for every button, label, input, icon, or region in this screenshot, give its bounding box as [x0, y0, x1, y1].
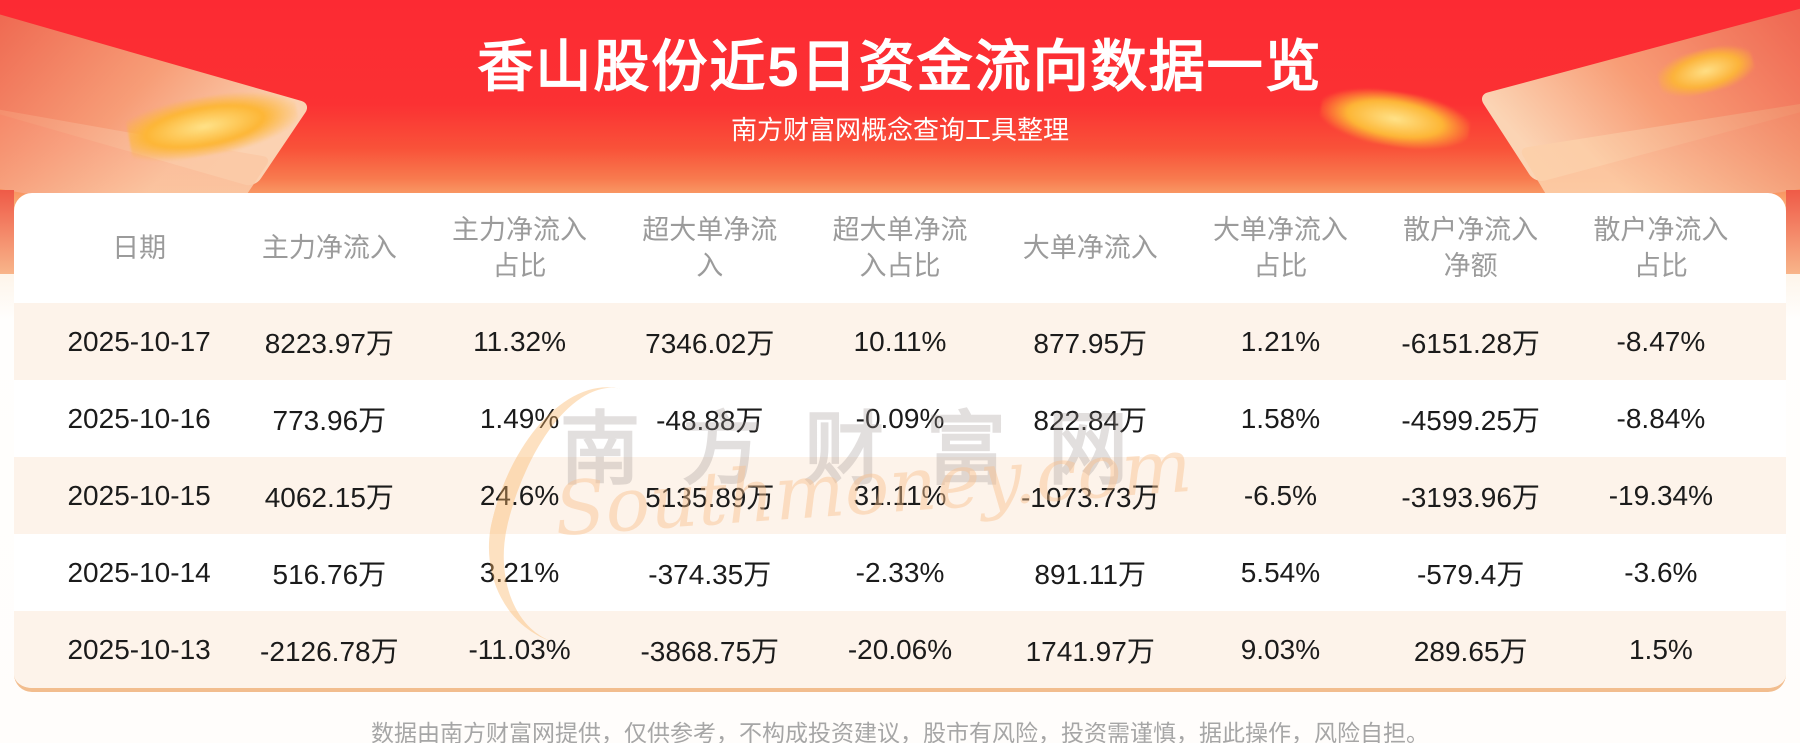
date-cell: 2025-10-16	[67, 402, 211, 434]
date-cell: 2025-10-15	[67, 479, 211, 511]
page-title: 香山股份近5日资金流向数据一览	[477, 35, 1323, 98]
value-cell: 822.84万	[1033, 404, 1148, 436]
value-cell: 1.58%	[1240, 402, 1321, 434]
table-row: 2025-10-16 773.96万 1.49% -48.88万 -0.09% 822.8…	[14, 380, 1786, 457]
table-row: 2025-10-13 -2126.78万 -11.03% -3868.75万 -20.0…	[14, 611, 1786, 688]
column-header-label: 散户净流入净额	[1403, 214, 1539, 281]
column-header-label: 散户净流入占比	[1593, 214, 1729, 281]
value-cell: 5.54%	[1240, 556, 1321, 588]
value-cell: 891.11万	[1034, 558, 1146, 590]
page-subtitle: 南方财富网概念查询工具整理	[730, 115, 1069, 145]
value-cell: 1741.97万	[1025, 635, 1155, 667]
value-cell: -4599.25万	[1401, 404, 1540, 436]
table-row: 2025-10-14 516.76万 3.21% -374.35万 -2.33% 891.…	[14, 534, 1786, 611]
value-cell: -3.6%	[1624, 556, 1698, 588]
column-header-2: 主力净流入占比	[424, 212, 614, 285]
data-table-card: 日期 主力净流入 主力净流入占比 超大单净流入 超大单净流入占比 大单净流入 大单净流入占比…	[14, 193, 1786, 692]
value-cell: 31.11%	[853, 479, 947, 511]
value-cell: -374.35万	[648, 558, 772, 590]
column-header-label: 大单净流入	[1022, 232, 1158, 263]
footer-disclaimer: 数据由南方财富网提供，仅供参考，不构成投资建议，股市有风险，投资需谨慎，据此操作…	[371, 720, 1429, 743]
date-cell: 2025-10-13	[67, 633, 211, 665]
column-header-label: 主力净流入占比	[452, 214, 588, 281]
value-cell: 9.03%	[1240, 633, 1321, 665]
value-cell: 11.32%	[473, 325, 566, 357]
value-cell: 1.49%	[479, 402, 560, 434]
ribbon-tail-right	[1786, 190, 1800, 274]
value-cell: 24.6%	[479, 479, 560, 511]
value-cell: -19.34%	[1608, 479, 1714, 511]
value-cell: -11.03%	[468, 633, 571, 665]
value-cell: 1.21%	[1240, 325, 1321, 357]
value-cell: 773.96万	[272, 404, 387, 436]
table-row: 2025-10-17 8223.97万 11.32% 7346.02万 10.11% 87…	[14, 303, 1786, 380]
value-cell: -8.47%	[1616, 325, 1706, 357]
value-cell: 516.76万	[272, 558, 387, 590]
column-header-label: 超大单净流入	[642, 214, 778, 281]
column-header-0: 日期	[44, 230, 234, 266]
value-cell: -0.09%	[855, 402, 945, 434]
value-cell: -2.33%	[855, 556, 945, 588]
column-header-7: 散户净流入净额	[1376, 212, 1566, 285]
column-header-4: 超大单净流入占比	[805, 212, 995, 285]
value-cell: 4062.15万	[264, 481, 394, 513]
value-cell: -2126.78万	[260, 635, 399, 667]
column-header-label: 日期	[112, 232, 167, 263]
value-cell: -8.84%	[1616, 402, 1706, 434]
value-cell: -48.88万	[656, 404, 764, 436]
column-header-1: 主力净流入	[234, 230, 424, 266]
value-cell: 8223.97万	[264, 327, 394, 359]
table-row: 2025-10-15 4062.15万 24.6% 5135.89万 31.11% -10…	[14, 457, 1786, 534]
table-header-row: 日期 主力净流入 主力净流入占比 超大单净流入 超大单净流入占比 大单净流入 大单净流入占比…	[14, 193, 1786, 303]
value-cell: 877.95万	[1033, 327, 1148, 359]
value-cell: -3868.75万	[640, 635, 780, 667]
column-header-label: 主力净流入	[261, 232, 397, 263]
ribbon-tail-left	[0, 190, 14, 274]
value-cell: -579.4万	[1416, 558, 1525, 590]
table-body: 2025-10-17 8223.97万 11.32% 7346.02万 10.11% 87…	[14, 303, 1786, 688]
value-cell: 3.21%	[479, 556, 560, 588]
value-cell: -3193.96万	[1401, 481, 1540, 513]
column-header-3: 超大单净流入	[615, 212, 805, 285]
value-cell: -6151.28万	[1401, 327, 1540, 359]
value-cell: 1.5%	[1628, 633, 1693, 665]
column-header-8: 散户净流入占比	[1566, 212, 1756, 285]
column-header-label: 超大单净流入占比	[832, 214, 968, 281]
value-cell: -6.5%	[1243, 479, 1318, 511]
date-cell: 2025-10-17	[67, 325, 211, 357]
column-header-6: 大单净流入占比	[1185, 212, 1375, 285]
value-cell: -20.06%	[847, 633, 953, 665]
value-cell: 7346.02万	[645, 327, 775, 359]
value-cell: 10.11%	[853, 325, 947, 357]
column-header-5: 大单净流入	[995, 230, 1185, 266]
value-cell: 289.65万	[1413, 635, 1528, 667]
date-cell: 2025-10-14	[67, 556, 211, 588]
column-header-label: 大单净流入占比	[1212, 214, 1348, 281]
value-cell: 5135.89万	[645, 481, 775, 513]
value-cell: -1073.73万	[1020, 481, 1160, 513]
